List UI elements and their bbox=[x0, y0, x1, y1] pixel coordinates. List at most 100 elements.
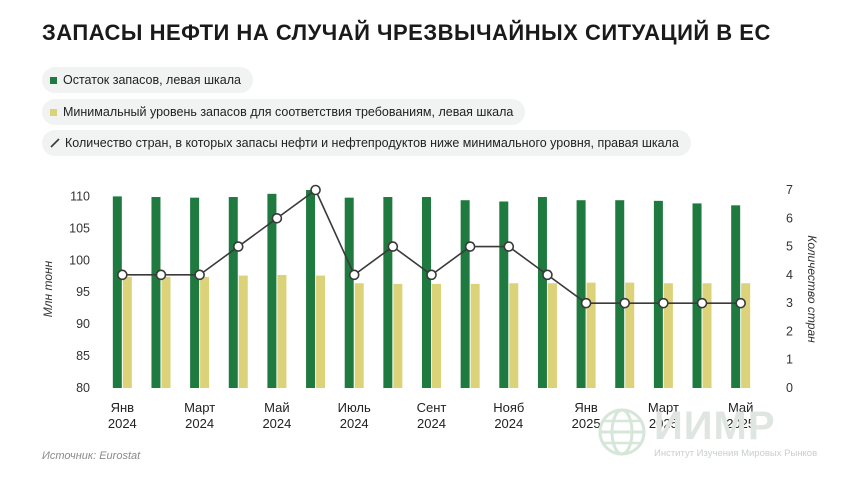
bar-minimum bbox=[393, 283, 403, 388]
legend-item-minimum: Минимальный уровень запасов для соответс… bbox=[42, 99, 526, 125]
x-tick-label-year: 2024 bbox=[340, 416, 369, 431]
y2-tick-label: 2 bbox=[786, 324, 793, 338]
logo-subtitle: Институт Изучения Мировых Рынков bbox=[654, 448, 818, 459]
bar-minimum bbox=[432, 283, 441, 388]
legend-swatch-green bbox=[50, 76, 57, 84]
x-tick-label-year: 2024 bbox=[494, 416, 523, 431]
bar-stock bbox=[306, 190, 316, 388]
y-tick-label: 85 bbox=[76, 349, 90, 363]
y-tick-label: 100 bbox=[69, 253, 90, 267]
legend-label-minimum: Минимальный уровень запасов для соответс… bbox=[63, 105, 514, 119]
bar-minimum bbox=[702, 283, 712, 388]
y-axis-label: Млн тонн bbox=[41, 260, 55, 317]
bar-stock bbox=[151, 197, 161, 388]
bar-stock bbox=[228, 197, 238, 388]
line-countries bbox=[122, 188, 741, 304]
bar-stock bbox=[190, 197, 200, 388]
bar-minimum bbox=[625, 282, 635, 388]
bar-minimum bbox=[354, 283, 364, 388]
line-point bbox=[696, 297, 708, 309]
logo-name: ИИМР bbox=[654, 404, 776, 448]
chart-title: Запасы нефти на случай чрезвычайных ситу… bbox=[42, 20, 771, 45]
bar-minimum bbox=[122, 276, 132, 388]
line-point bbox=[348, 269, 360, 281]
line-point bbox=[117, 269, 128, 281]
bar-stock bbox=[422, 197, 431, 388]
line-point bbox=[619, 297, 631, 309]
bar-minimum bbox=[663, 283, 673, 388]
bar-stock bbox=[731, 205, 741, 388]
line-point bbox=[310, 184, 321, 196]
x-tick-label-year: 2024 bbox=[108, 416, 137, 431]
line-point bbox=[387, 241, 399, 252]
x-tick-label: Сент bbox=[417, 400, 447, 415]
bar-stock bbox=[383, 197, 393, 388]
y2-tick-label: 4 bbox=[786, 268, 793, 282]
x-tick-label-year: 2024 bbox=[185, 416, 214, 431]
bar-minimum bbox=[238, 275, 248, 388]
legend-item-countries: Количество стран, в которых запасы нефти… bbox=[42, 130, 691, 156]
x-tick-label: Янв bbox=[574, 400, 598, 415]
x-tick-label: Янв bbox=[111, 400, 135, 415]
bar-stock bbox=[344, 197, 354, 388]
bar-stock bbox=[615, 200, 625, 388]
y2-tick-label: 5 bbox=[786, 240, 793, 254]
y-tick-label: 110 bbox=[70, 189, 90, 203]
line-point bbox=[271, 212, 283, 224]
bar-minimum bbox=[741, 283, 751, 388]
line-point bbox=[194, 269, 205, 281]
bar-minimum bbox=[200, 276, 210, 388]
y2-tick-label: 0 bbox=[786, 381, 793, 395]
bar-minimum bbox=[547, 283, 557, 388]
source-note: Источник: Eurostat bbox=[42, 450, 141, 462]
line-point bbox=[464, 241, 476, 252]
bar-stock bbox=[576, 200, 586, 388]
line-point bbox=[232, 241, 244, 252]
legend-item-stock: Остаток запасов, левая шкала bbox=[42, 67, 253, 93]
legend-swatch-yellow bbox=[50, 108, 57, 116]
bar-stock bbox=[460, 200, 470, 388]
y2-tick-label: 6 bbox=[786, 211, 793, 225]
line-point bbox=[426, 269, 437, 281]
bar-minimum bbox=[470, 283, 480, 388]
line-point bbox=[735, 297, 746, 309]
bar-minimum bbox=[277, 274, 287, 388]
y-tick-label: 95 bbox=[76, 285, 90, 299]
x-tick-label: Март bbox=[648, 400, 679, 415]
y2-tick-label: 7 bbox=[786, 183, 793, 197]
bar-stock bbox=[653, 200, 663, 388]
legend-label-stock: Остаток запасов, левая шкала bbox=[63, 73, 241, 87]
x-tick-label-year: 2024 bbox=[262, 416, 291, 431]
legend-line-icon bbox=[50, 138, 60, 148]
line-point bbox=[580, 297, 592, 309]
bar-minimum bbox=[161, 276, 171, 388]
bar-stock bbox=[692, 203, 702, 388]
bar-stock bbox=[499, 201, 509, 388]
y2-axis-label: Количество стран bbox=[805, 235, 819, 343]
y-tick-label: 80 bbox=[76, 381, 90, 395]
bar-stock bbox=[112, 196, 122, 388]
y2-tick-label: 3 bbox=[786, 296, 793, 310]
y-tick-label: 90 bbox=[76, 317, 90, 331]
x-tick-label: Май bbox=[264, 400, 289, 415]
line-point bbox=[155, 269, 167, 281]
bar-minimum bbox=[509, 283, 519, 388]
x-tick-label: Нояб bbox=[493, 400, 524, 415]
bar-minimum bbox=[586, 282, 596, 388]
x-tick-label-year: 2024 bbox=[417, 416, 446, 431]
bar-minimum bbox=[316, 275, 326, 388]
line-point bbox=[542, 269, 553, 281]
line-point bbox=[503, 241, 515, 252]
x-tick-label-year: 2025 bbox=[572, 416, 601, 431]
bar-stock bbox=[537, 197, 547, 388]
y-tick-label: 105 bbox=[69, 221, 90, 235]
x-tick-label: Май bbox=[728, 400, 753, 415]
globe-icon bbox=[598, 408, 646, 456]
x-tick-label-year: 2025 bbox=[649, 416, 678, 431]
y2-tick-label: 1 bbox=[786, 353, 793, 367]
line-point bbox=[658, 297, 669, 309]
x-tick-label-year: 2025 bbox=[726, 416, 755, 431]
bar-stock bbox=[267, 193, 277, 388]
logo: ИИМР Институт Изучения Мировых Рынков bbox=[592, 404, 832, 464]
